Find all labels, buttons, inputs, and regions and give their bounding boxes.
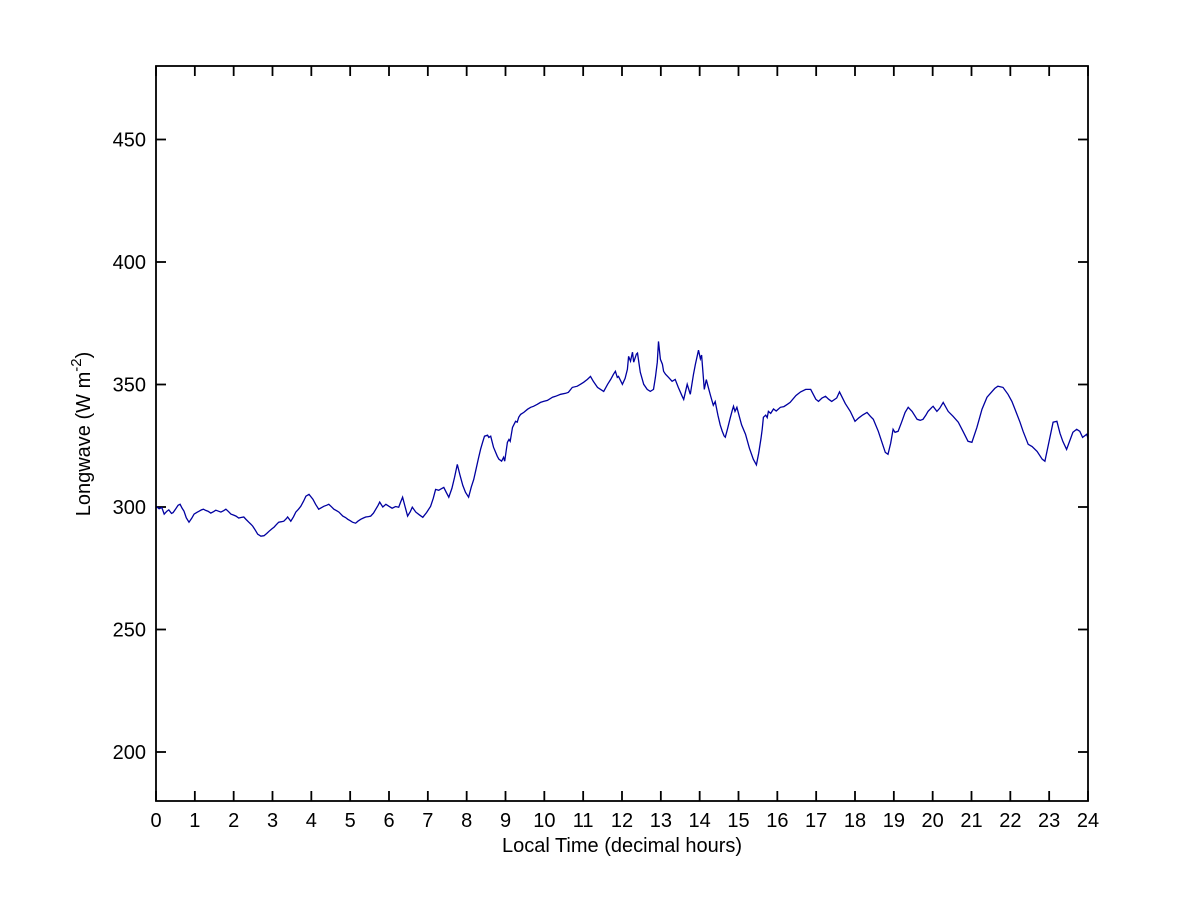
x-tick-label: 7 [422, 810, 433, 832]
x-tick-label: 17 [805, 810, 827, 832]
x-tick-labels: 0 1 2 3 4 5 6 7 8 9 10 11 12 13 14 15 16 17 18 19 20 21 22 23 24 [150, 810, 1099, 832]
y-axis-label-close: ) [73, 352, 95, 359]
x-tick-label: 24 [1077, 810, 1099, 832]
x-tick-label: 18 [844, 810, 866, 832]
y-axis-label: Longwave (W m-2) [68, 352, 95, 517]
y-tick-label: 400 [113, 252, 146, 274]
x-tick-label: 20 [922, 810, 944, 832]
y-tick-label: 350 [113, 375, 146, 397]
x-tick-label: 4 [306, 810, 317, 832]
x-tick-label: 15 [727, 810, 749, 832]
x-tick-label: 23 [1038, 810, 1060, 832]
x-tick-label: 1 [189, 810, 200, 832]
x-tick-label: 3 [267, 810, 278, 832]
x-tick-label: 0 [150, 810, 161, 832]
x-tick-label: 13 [650, 810, 672, 832]
longwave-series-line [155, 341, 1089, 537]
x-tick-label: 9 [500, 810, 511, 832]
y-tick-label: 250 [113, 620, 146, 642]
y-tick-labels: 200 250 300 350 400 450 [113, 130, 146, 765]
y-axis-label-superscript: -2 [68, 358, 85, 371]
x-tick-label: 2 [228, 810, 239, 832]
plot-border [155, 65, 1089, 802]
x-tick-label: 14 [689, 810, 711, 832]
axis-ticks [155, 66, 1089, 801]
y-tick-label: 200 [113, 742, 146, 764]
y-tick-label: 450 [113, 130, 146, 152]
x-axis-label: Local Time (decimal hours) [502, 835, 742, 857]
x-tick-label: 6 [383, 810, 394, 832]
x-tick-label: 16 [766, 810, 788, 832]
x-tick-label: 21 [960, 810, 982, 832]
x-tick-label: 11 [573, 810, 594, 832]
y-axis-label-main: Longwave (W m [73, 372, 95, 517]
x-tick-label: 5 [345, 810, 356, 832]
x-tick-label: 19 [883, 810, 905, 832]
x-tick-label: 8 [461, 810, 472, 832]
x-tick-label: 12 [611, 810, 633, 832]
y-tick-label: 300 [113, 497, 146, 519]
x-tick-label: 10 [533, 810, 555, 832]
x-tick-label: 22 [999, 810, 1021, 832]
